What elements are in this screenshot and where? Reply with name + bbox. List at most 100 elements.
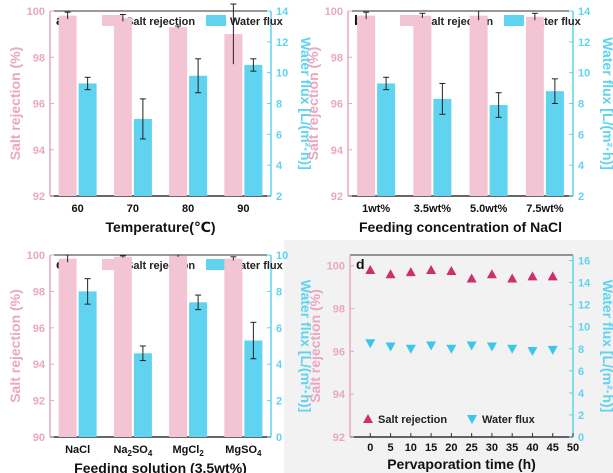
bar-salt [169, 255, 188, 437]
ytick-left-label: 98 [33, 52, 45, 64]
ytick-left-label: 92 [331, 191, 343, 203]
xtick-label: 15 [425, 442, 437, 454]
point-salt [365, 264, 376, 274]
xtick-label-part: NaCl [65, 444, 90, 456]
panel-d-background [284, 240, 613, 473]
ytick-left-label: 96 [331, 99, 343, 111]
panel-b: 92 94 96 98 100 2 4 6 8 10 12 14 Salt rejection (%) W… [305, 6, 613, 235]
bar-water [78, 83, 97, 196]
point-water [426, 341, 437, 351]
bar-salt [113, 256, 132, 437]
xtick-label: 70 [127, 203, 139, 215]
point-salt [405, 267, 416, 277]
ytick-right-label: 8 [578, 344, 584, 356]
ylabel-left: Salt rejection (%) [307, 289, 323, 403]
bar-water [133, 118, 152, 196]
ytick-right-label: 4 [276, 359, 283, 371]
ytick-right-label: 6 [276, 129, 282, 141]
ylabel-left: Salt rejection (%) [305, 47, 321, 161]
xtick-label: 10 [405, 442, 417, 454]
ytick-right-label: 14 [276, 6, 289, 18]
point-water [507, 344, 518, 354]
point-salt [507, 273, 518, 283]
ylabel-right: Water flux [L/(m²·h)] [298, 280, 314, 412]
point-water [446, 344, 457, 354]
legend-marker-water [467, 415, 477, 424]
xtick-label: 3.5wt% [414, 203, 452, 215]
ytick-right-label: 4 [578, 160, 585, 172]
xtick-label: 60 [72, 203, 84, 215]
bar-water [489, 105, 508, 196]
ytick-left-label: 92 [33, 396, 45, 408]
ytick-left-label: 98 [331, 52, 343, 64]
xtick-label: 80 [182, 203, 194, 215]
xtick-label: MgSO4 [225, 444, 262, 458]
ytick-right-label: 12 [578, 37, 590, 49]
ytick-left-label: 94 [33, 359, 46, 371]
point-salt [466, 273, 477, 283]
ytick-right-label: 4 [578, 388, 585, 400]
xtick-label: 7.5wt% [526, 203, 564, 215]
point-salt [527, 271, 538, 281]
ytick-left-label: 100 [27, 6, 45, 18]
xtick-label: 1wt% [362, 203, 390, 215]
ytick-left-label: 90 [33, 432, 45, 444]
bar-water [433, 98, 452, 196]
xtick-label: NaCl [65, 444, 90, 456]
ytick-right-label: 0 [578, 432, 584, 444]
xlabel: Feeding concentration of NaCl [359, 219, 562, 235]
bar-water [377, 83, 396, 196]
ytick-right-label: 6 [578, 366, 584, 378]
ytick-left-label: 92 [333, 432, 345, 444]
point-salt [385, 269, 396, 279]
bar-salt [469, 15, 488, 196]
legend-swatch-water [504, 15, 524, 26]
xtick-label: 5.0wt% [470, 203, 508, 215]
legend-label-salt: Salt rejection [126, 16, 195, 28]
ytick-right-label: 2 [578, 191, 584, 203]
ytick-right-label: 6 [276, 323, 282, 335]
point-water [385, 342, 396, 352]
legend-marker-salt [363, 414, 373, 423]
ytick-right-label: 14 [578, 278, 591, 290]
bar-water [78, 291, 97, 437]
legend-label-water: Water flux [230, 260, 284, 272]
ylabel-left: Salt rejection (%) [7, 289, 23, 403]
xtick-label: 45 [547, 442, 559, 454]
bar-water [189, 302, 208, 437]
ytick-left-label: 92 [33, 191, 45, 203]
ytick-left-label: 100 [325, 6, 343, 18]
bar-water [545, 91, 564, 196]
ytick-left-label: 94 [331, 145, 344, 157]
ytick-left-label: 94 [33, 145, 46, 157]
xlabel: Feeding solution (3.5wt%) [74, 460, 247, 473]
panel-c: 90 92 94 96 98 100 0 2 4 6 8 10 Salt rejection (%) Wa… [7, 250, 314, 473]
bar-salt [113, 17, 132, 196]
point-salt [426, 264, 437, 274]
point-water [405, 344, 416, 354]
ytick-right-label: 12 [276, 37, 288, 49]
ytick-right-label: 14 [578, 6, 591, 18]
xtick-label: MgCl2 [172, 444, 204, 458]
ylabel-right: Water flux [L/(m²·h)] [600, 37, 613, 169]
point-water [547, 345, 558, 355]
xtick-label: 20 [445, 442, 457, 454]
legend-label-salt: Salt rejection [378, 414, 447, 426]
legend-swatch-salt [102, 259, 122, 270]
ytick-right-label: 12 [578, 300, 590, 312]
legend-swatch-salt [400, 15, 420, 26]
xtick-label: 35 [506, 442, 518, 454]
xtick-label: 30 [486, 442, 498, 454]
legend-swatch-salt [102, 15, 122, 26]
bar-salt [525, 16, 544, 196]
point-salt [486, 269, 497, 279]
ytick-left-label: 96 [333, 346, 345, 358]
ytick-right-label: 10 [276, 68, 288, 80]
bar-water [244, 340, 263, 437]
bar-water [133, 353, 152, 437]
bar-water [244, 64, 263, 196]
ytick-right-label: 16 [578, 256, 590, 268]
xtick-label-part: SO [132, 444, 148, 456]
bar-salt [169, 27, 188, 196]
point-water [527, 346, 538, 356]
